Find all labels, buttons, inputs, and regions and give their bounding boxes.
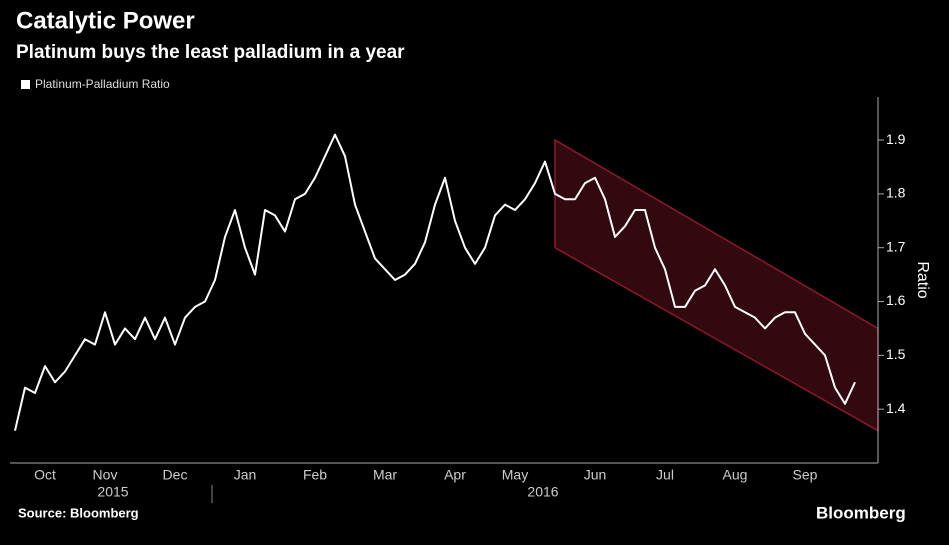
y-tick-label: 1.9 (886, 131, 906, 147)
y-tick-label: 1.6 (886, 292, 906, 308)
y-tick-label: 1.5 (886, 346, 906, 362)
y-axis-label: Ratio (914, 261, 931, 298)
chart-subtitle: Platinum buys the least palladium in a y… (16, 42, 405, 63)
chart-title: Catalytic Power (16, 7, 195, 34)
x-tick-label: Apr (444, 467, 466, 483)
y-tick-label: 1.8 (886, 185, 906, 201)
x-tick-label: Nov (93, 467, 118, 483)
source: Source: Bloomberg (18, 505, 139, 520)
year-label: 2015 (97, 484, 128, 500)
x-tick-label: Jan (234, 467, 257, 483)
legend-label: Platinum-Palladium Ratio (35, 77, 170, 91)
year-label: 2016 (527, 484, 558, 500)
x-tick-label: Sep (793, 467, 818, 483)
x-tick-label: Dec (163, 467, 188, 483)
x-tick-label: May (502, 467, 528, 483)
line (14, 133, 856, 431)
y-tick-label: 1.7 (886, 238, 906, 254)
x-tick-label: Oct (34, 467, 56, 483)
x-tick-label: Feb (303, 467, 327, 483)
watermark: Bloomberg (816, 503, 906, 522)
y-tick-label: 1.4 (886, 400, 906, 416)
legend-swatch (21, 80, 30, 89)
x-tick-label: Aug (723, 467, 748, 483)
x-tick-label: Mar (373, 467, 397, 483)
x-tick-label: Jun (584, 467, 607, 483)
x-tick-label: Jul (656, 467, 674, 483)
